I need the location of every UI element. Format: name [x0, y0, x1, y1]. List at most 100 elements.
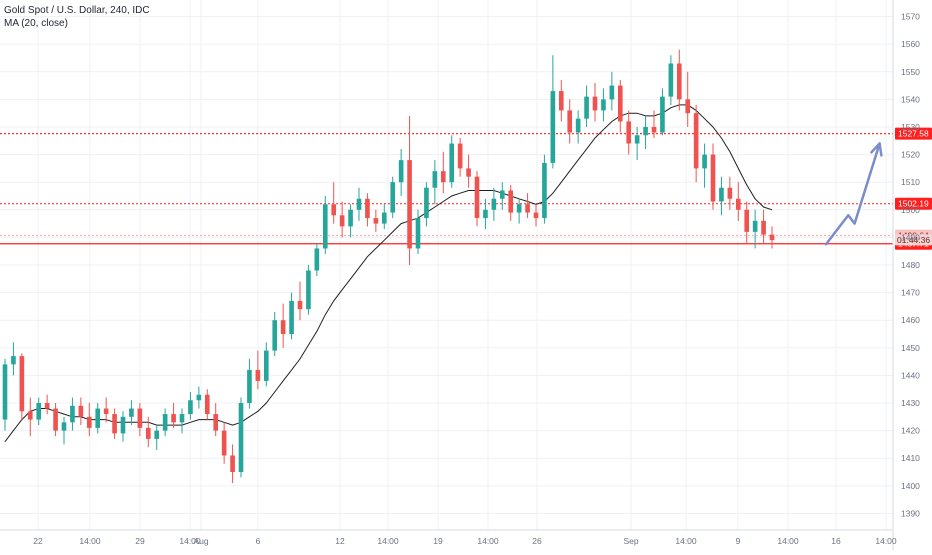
candle-body	[2, 364, 8, 420]
candle-body	[491, 198, 497, 210]
candle-down	[533, 204, 539, 227]
candle-up	[129, 400, 134, 426]
candle-body	[398, 160, 404, 183]
candle-body	[331, 204, 337, 216]
candle-down	[204, 389, 210, 420]
candle-up	[702, 143, 707, 188]
candle-up	[162, 408, 168, 437]
candle-body	[145, 427, 151, 439]
ma-indicator-label[interactable]: MA (20, close)	[4, 18, 68, 29]
candle-body	[634, 135, 640, 144]
candle-down	[744, 201, 750, 243]
candle-body	[213, 414, 219, 431]
candle-body	[449, 143, 455, 183]
candle-down	[735, 182, 741, 221]
candle-body	[432, 171, 438, 188]
candle-down	[230, 444, 235, 484]
candle-body	[558, 91, 564, 111]
price-tick-label: 1490	[901, 232, 920, 242]
symbol-title[interactable]: Gold Spot / U.S. Dollar, 240, IDC	[4, 5, 150, 16]
candle-down	[373, 209, 379, 232]
candle-body	[516, 204, 522, 213]
candle-down	[474, 171, 480, 227]
price-tick-label: 1390	[901, 508, 920, 518]
moving-average-line	[4, 104, 773, 443]
projection-arrow[interactable]	[824, 142, 883, 246]
candle-down	[297, 281, 303, 321]
candle-up	[70, 397, 75, 431]
time-tick-label: 12	[335, 536, 345, 546]
time-tick-label: 14:00	[777, 536, 799, 546]
price-tick-label: 1450	[901, 343, 920, 353]
candle-up	[348, 204, 353, 238]
candle-body	[584, 96, 589, 119]
level-price-label: 1527.58	[898, 129, 929, 139]
candle-body	[381, 212, 387, 224]
candle-body	[752, 220, 758, 232]
candle-up	[424, 182, 429, 227]
candle-down	[558, 80, 564, 122]
time-tick-label: 14:00	[675, 536, 697, 546]
candle-up	[36, 397, 42, 426]
candle-body	[61, 422, 67, 431]
candle-up	[272, 311, 278, 357]
candle-up	[415, 209, 421, 254]
time-tick-label: 16	[831, 536, 841, 546]
candle-down	[365, 193, 370, 227]
time-tick-label: 6	[256, 536, 261, 546]
candle-body	[668, 63, 674, 97]
candle-down	[280, 303, 286, 348]
candle-body	[272, 320, 278, 351]
price-axis[interactable]: 1390 1400 1410 1420 1430 1440 1450 1460 1470 1480…	[892, 0, 920, 550]
candle-body	[390, 182, 396, 213]
candle-body	[727, 187, 733, 199]
candle-body	[466, 168, 471, 177]
candle-up	[449, 135, 455, 188]
candle-body	[86, 416, 92, 428]
candle-body	[171, 414, 176, 423]
candle-body	[297, 300, 303, 310]
price-tick-label: 1430	[901, 398, 920, 408]
candle-body	[339, 215, 345, 227]
candle-up	[491, 187, 497, 221]
price-tick-label: 1540	[901, 94, 920, 104]
level-price-badge	[895, 127, 932, 140]
time-tick-label: 26	[532, 536, 542, 546]
candle-up	[322, 195, 328, 254]
candle-body	[373, 218, 379, 224]
candle-up	[2, 358, 8, 431]
candle-up	[314, 242, 320, 277]
time-tick-label: 29	[135, 536, 145, 546]
grid	[0, 0, 893, 530]
candle-body	[601, 99, 606, 111]
candle-up	[542, 154, 547, 224]
candle-body	[508, 190, 514, 213]
candle-body	[289, 300, 294, 335]
candle-down	[567, 99, 573, 144]
candle-down	[685, 71, 691, 127]
candle-up	[601, 88, 606, 122]
chart-legend: Gold Spot / U.S. Dollar, 240, IDC MA (20…	[4, 4, 150, 30]
candle-body	[280, 320, 286, 335]
candle-body	[196, 394, 202, 401]
candle-up	[483, 198, 488, 230]
candle-body	[70, 405, 75, 423]
candle-up	[188, 391, 193, 420]
price-tick-label: 1480	[901, 260, 920, 270]
level-price-badge	[895, 197, 932, 210]
candle-down	[710, 143, 716, 210]
candle-body	[474, 176, 480, 219]
candle-down	[103, 397, 109, 423]
candle-body	[314, 248, 320, 271]
candle-up	[398, 149, 404, 196]
candle-up	[154, 425, 160, 450]
candle-down	[592, 82, 598, 122]
candle-body	[415, 218, 421, 249]
time-tick-label: 14:00	[79, 536, 101, 546]
candle-down	[213, 403, 219, 437]
candle-down	[617, 80, 623, 133]
